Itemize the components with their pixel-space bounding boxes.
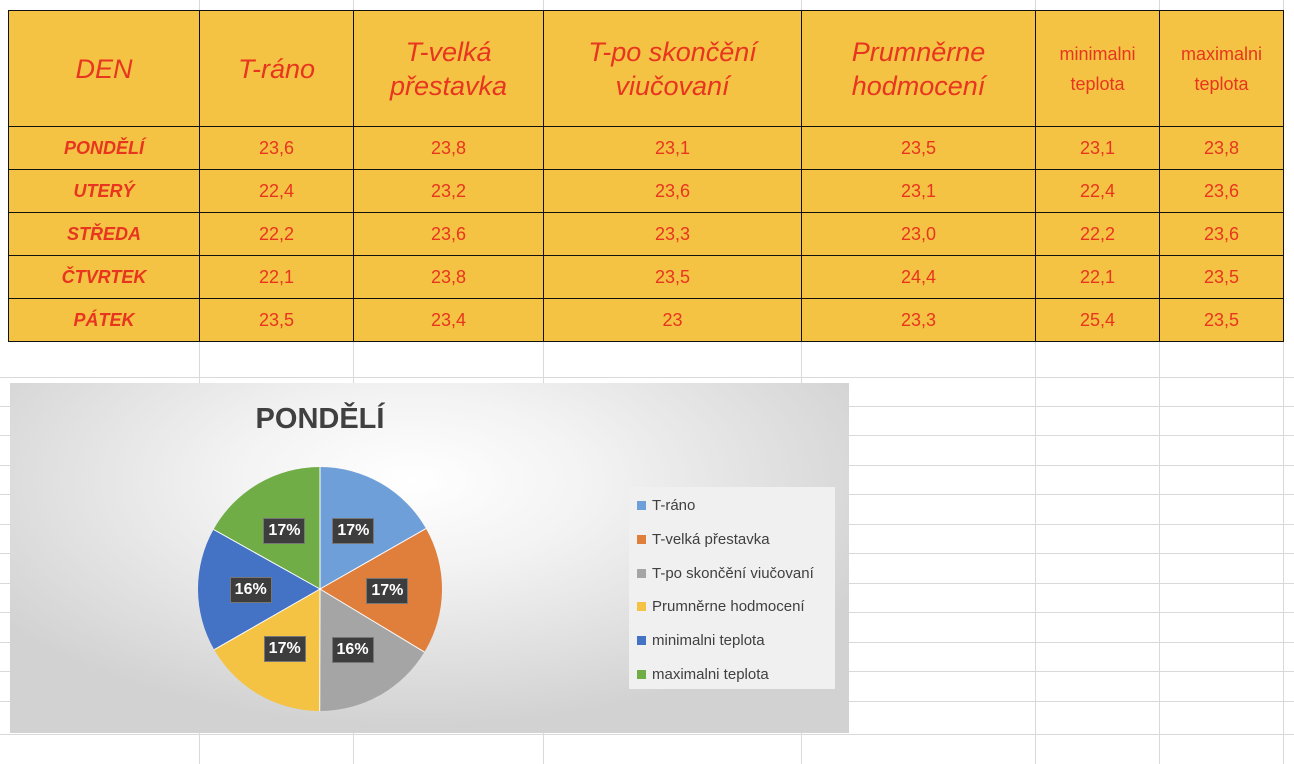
legend-item[interactable]: Prumněrne hodmocení — [637, 598, 805, 615]
value-cell[interactable]: 23,5 — [199, 298, 354, 342]
pie-data-label: 17% — [366, 577, 409, 604]
legend-label: T-velká přestavka — [652, 530, 770, 548]
header-cell-maximalni-teplota[interactable]: maximalni teplota — [1159, 10, 1284, 127]
day-cell[interactable]: UTERÝ — [8, 169, 200, 213]
gridline-vertical — [1283, 0, 1284, 764]
legend-label: maximalni teplota — [652, 666, 769, 683]
value-cell[interactable]: 23,5 — [543, 255, 802, 299]
table-row: STŘEDA 22,2 23,6 23,3 23,0 22,2 23,6 — [8, 212, 1284, 256]
legend-swatch — [637, 636, 646, 646]
legend-item[interactable]: T-ráno — [637, 497, 695, 514]
pie-data-label: 17% — [332, 517, 375, 544]
value-cell[interactable]: 23,6 — [1159, 169, 1284, 213]
header-cell-den[interactable]: DEN — [8, 10, 200, 127]
value-cell[interactable]: 22,4 — [199, 169, 354, 213]
header-cell-t-velka-prestavka[interactable]: T-velká přestavka — [353, 10, 544, 127]
gridline-horizontal — [0, 734, 1294, 735]
legend-swatch — [637, 501, 646, 510]
value-cell[interactable]: 23,8 — [353, 126, 544, 170]
gridline-vertical — [353, 0, 354, 764]
gridline-vertical — [1035, 0, 1036, 764]
value-cell[interactable]: 23,6 — [1159, 212, 1284, 256]
legend-swatch — [637, 534, 646, 544]
value-cell[interactable]: 23,0 — [801, 212, 1036, 256]
slice-separator — [213, 529, 321, 590]
header-cell-minimalni-teplota[interactable]: minimalni teplota — [1035, 10, 1160, 127]
value-cell[interactable]: 23,8 — [353, 255, 544, 299]
value-cell[interactable]: 23,1 — [801, 169, 1036, 213]
slice-separator — [319, 588, 425, 653]
value-cell[interactable]: 23,3 — [543, 212, 802, 256]
value-cell[interactable]: 23,5 — [1159, 255, 1284, 299]
value-cell[interactable]: 22,1 — [1035, 255, 1160, 299]
legend-label: Prumněrne hodmocení — [652, 598, 805, 616]
legend-swatch — [637, 602, 646, 612]
gridline-vertical — [1159, 0, 1160, 764]
chart-title: PONDĚLÍ — [255, 403, 385, 435]
value-cell[interactable]: 24,4 — [801, 255, 1036, 299]
day-cell[interactable]: PÁTEK — [8, 298, 200, 342]
header-cell-t-po-skonceni[interactable]: T-po skončění viučovaní — [543, 10, 802, 127]
legend-item[interactable]: minimalni teplota — [637, 632, 765, 649]
gridline-vertical — [801, 0, 802, 764]
legend-label: T-ráno — [652, 497, 696, 514]
day-cell[interactable]: PONDĚLÍ — [8, 126, 200, 170]
value-cell[interactable]: 23,4 — [353, 298, 544, 342]
slice-separator — [213, 588, 321, 651]
value-cell[interactable]: 22,2 — [199, 212, 354, 256]
value-cell[interactable]: 23,8 — [1159, 126, 1284, 170]
gridline-vertical — [543, 0, 544, 764]
gridline-vertical — [199, 0, 200, 764]
table-row: PONDĚLÍ 23,6 23,8 23,1 23,5 23,1 23,8 — [8, 126, 1284, 170]
value-cell[interactable]: 23,1 — [543, 126, 802, 170]
value-cell[interactable]: 23,6 — [199, 126, 354, 170]
value-cell[interactable]: 23,2 — [353, 169, 544, 213]
table-row: UTERÝ 22,4 23,2 23,6 23,1 22,4 23,6 — [8, 169, 1284, 213]
day-cell[interactable]: STŘEDA — [8, 212, 200, 256]
table-row: ČTVRTEK 22,1 23,8 23,5 24,4 22,1 23,5 — [8, 255, 1284, 299]
day-cell[interactable]: ČTVRTEK — [8, 255, 200, 299]
legend-item[interactable]: T-po skončění viučovaní — [637, 565, 814, 582]
table-row: PÁTEK 23,5 23,4 23 23,3 25,4 23,5 — [8, 298, 1284, 342]
value-cell[interactable]: 22,4 — [1035, 169, 1160, 213]
legend-swatch — [637, 568, 646, 578]
pie-chart[interactable]: PONDĚLÍ 17% 17% 16% 17% 16% 17% T-ráno T-velká… — [10, 383, 849, 733]
legend-swatch — [637, 670, 646, 679]
pie-data-label: 17% — [263, 518, 306, 545]
header-cell-t-rano[interactable]: T-ráno — [199, 10, 354, 127]
value-cell[interactable]: 23,1 — [1035, 126, 1160, 170]
legend-item[interactable]: T-velká přestavka — [637, 531, 770, 548]
value-cell[interactable]: 25,4 — [1035, 298, 1160, 342]
pie-data-label: 16% — [229, 577, 272, 604]
value-cell[interactable]: 23,3 — [801, 298, 1036, 342]
value-cell[interactable]: 23,6 — [543, 169, 802, 213]
value-cell[interactable]: 23 — [543, 298, 802, 342]
legend-label: minimalni teplota — [652, 632, 765, 650]
pie-data-label: 17% — [263, 636, 306, 663]
value-cell[interactable]: 23,5 — [1159, 298, 1284, 342]
value-cell[interactable]: 22,1 — [199, 255, 354, 299]
header-row: DEN T-ráno T-velká přestavka T-po skončě… — [8, 10, 1284, 127]
slice-separator — [319, 528, 427, 590]
pie-data-label: 16% — [331, 636, 374, 663]
value-cell[interactable]: 22,2 — [1035, 212, 1160, 256]
legend-label: T-po skončění viučovaní — [652, 564, 814, 582]
gridline-horizontal — [0, 377, 1294, 378]
value-cell[interactable]: 23,5 — [801, 126, 1036, 170]
chart-legend[interactable]: T-ráno T-velká přestavka T-po skončění viu… — [629, 487, 835, 689]
header-cell-prumerne-hodnoceni[interactable]: Prumněrne hodmocení — [801, 10, 1036, 127]
temperature-table: DEN T-ráno T-velká přestavka T-po skončě… — [8, 10, 1284, 342]
value-cell[interactable]: 23,6 — [353, 212, 544, 256]
legend-item[interactable]: maximalni teplota — [637, 666, 769, 683]
